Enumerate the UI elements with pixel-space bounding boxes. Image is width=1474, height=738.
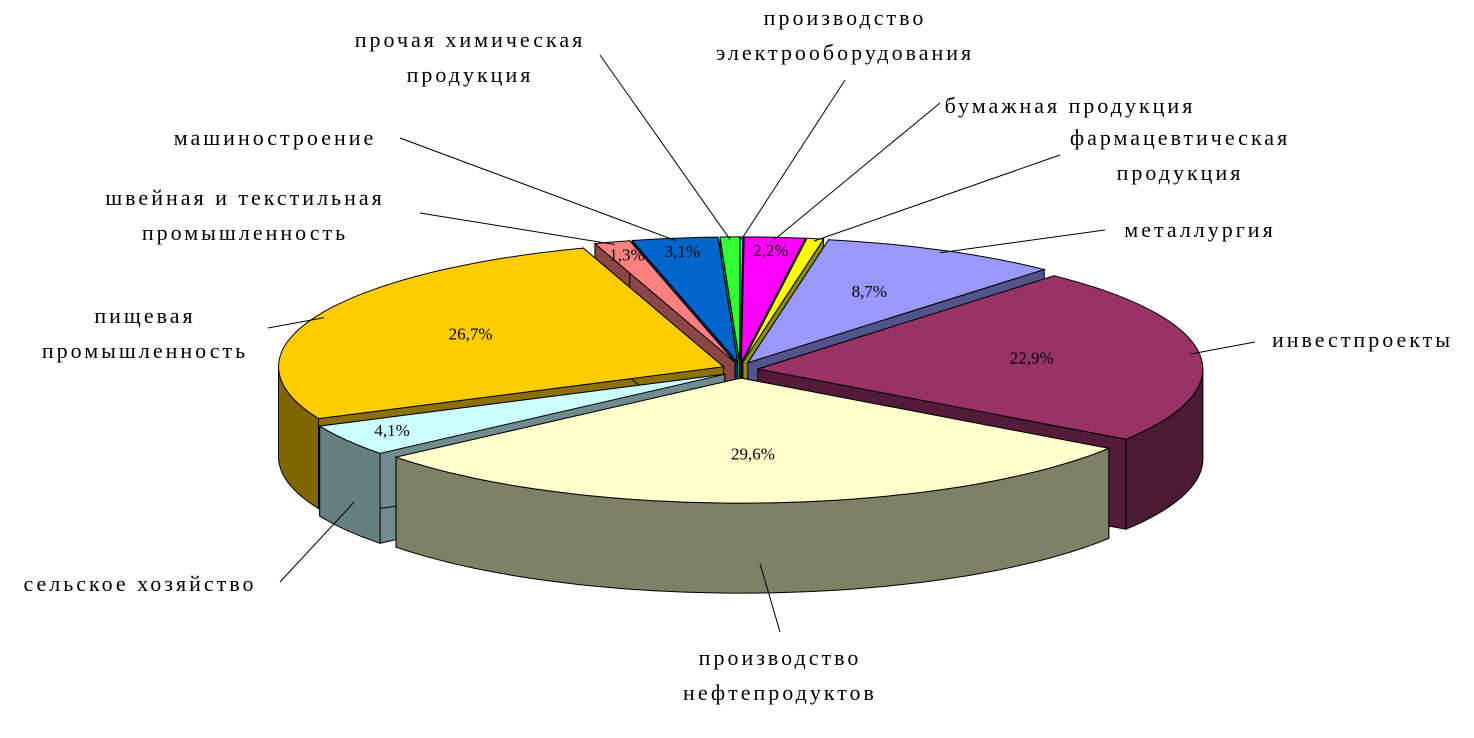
- category-label: швейная и текстильная промышленность: [105, 185, 385, 245]
- category-label: бумажная продукция: [944, 93, 1196, 118]
- slice: [740, 236, 807, 363]
- leader-line: [279, 501, 355, 583]
- category-label: сельское хозяйство: [23, 571, 257, 596]
- category-label: фармацевтическая продукция: [1069, 125, 1291, 185]
- slice: [593, 240, 736, 363]
- slice: [394, 377, 1111, 504]
- leader-line: [759, 563, 781, 633]
- data-label: 26,7%: [449, 325, 493, 344]
- slice: [742, 237, 825, 363]
- leader-line: [599, 54, 731, 240]
- data-label: 22,9%: [1010, 348, 1054, 367]
- slice: [746, 239, 1047, 364]
- leader-line: [813, 154, 1061, 242]
- category-label: машиностроение: [173, 125, 377, 150]
- leader-line: [419, 212, 615, 245]
- category-label: производство нефтепродуктов: [683, 645, 877, 705]
- slice: [278, 247, 725, 420]
- data-label: 3,1%: [665, 242, 700, 261]
- data-label: 4,1%: [374, 421, 409, 440]
- leader-line: [939, 229, 1106, 254]
- slice: [719, 236, 741, 362]
- category-label: металлургия: [1124, 217, 1276, 242]
- slice: [631, 236, 739, 364]
- data-label: 1,3%: [609, 245, 644, 264]
- leader-line: [267, 317, 324, 329]
- leader-line: [399, 137, 677, 242]
- leader-line: [773, 102, 941, 241]
- slice: [318, 373, 725, 454]
- category-label: пищевая промышленность: [41, 303, 249, 363]
- leader-line: [1190, 341, 1256, 355]
- data-label: 29,6%: [731, 444, 775, 463]
- leader-line: [741, 79, 846, 240]
- category-label: прочая химическая продукция: [354, 27, 586, 87]
- category-label: производство электрооборудования: [715, 5, 975, 65]
- category-label: инвестпроекты: [1271, 327, 1454, 352]
- data-label: 2,2%: [753, 241, 788, 260]
- data-label: 8,7%: [852, 282, 887, 301]
- slice: [757, 275, 1204, 440]
